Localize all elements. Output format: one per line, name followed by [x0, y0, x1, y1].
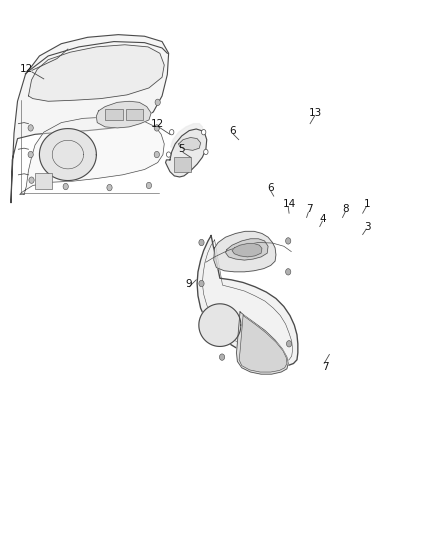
Circle shape: [204, 149, 208, 155]
Text: 6: 6: [267, 183, 274, 192]
Circle shape: [166, 152, 171, 157]
Polygon shape: [39, 128, 96, 181]
Circle shape: [286, 269, 291, 275]
Circle shape: [201, 130, 206, 135]
Polygon shape: [28, 45, 164, 101]
Text: 1: 1: [364, 199, 371, 208]
Polygon shape: [166, 129, 207, 177]
Text: 4: 4: [320, 214, 327, 223]
Polygon shape: [232, 244, 262, 257]
Polygon shape: [239, 316, 287, 372]
Polygon shape: [20, 117, 164, 195]
Bar: [35, 173, 52, 189]
Text: 6: 6: [229, 126, 236, 135]
Text: 12: 12: [151, 119, 164, 128]
Text: 9: 9: [185, 279, 192, 288]
Text: 7: 7: [321, 362, 328, 372]
Polygon shape: [214, 231, 276, 272]
Circle shape: [170, 130, 174, 135]
Bar: [174, 157, 191, 172]
Polygon shape: [197, 236, 298, 365]
Bar: [126, 109, 143, 120]
Circle shape: [154, 151, 159, 158]
Polygon shape: [96, 101, 151, 128]
Circle shape: [199, 280, 204, 287]
Circle shape: [29, 177, 34, 183]
Circle shape: [28, 151, 33, 158]
Circle shape: [155, 99, 160, 106]
Text: 7: 7: [306, 204, 313, 214]
Circle shape: [146, 182, 152, 189]
Circle shape: [199, 239, 204, 246]
Circle shape: [286, 341, 292, 347]
Text: 8: 8: [343, 204, 350, 214]
Polygon shape: [237, 312, 288, 374]
Circle shape: [28, 125, 33, 131]
Text: 13: 13: [309, 108, 322, 118]
Polygon shape: [226, 239, 268, 260]
Circle shape: [219, 354, 225, 360]
Bar: [105, 109, 123, 120]
Polygon shape: [179, 138, 201, 150]
Circle shape: [63, 183, 68, 190]
Polygon shape: [171, 124, 204, 150]
Circle shape: [286, 238, 291, 244]
Polygon shape: [11, 35, 169, 203]
Circle shape: [154, 125, 159, 131]
Text: 5: 5: [178, 144, 185, 154]
Text: 3: 3: [364, 222, 371, 231]
Text: 12: 12: [20, 64, 33, 74]
Polygon shape: [199, 304, 241, 346]
Text: 14: 14: [283, 199, 296, 208]
Circle shape: [107, 184, 112, 191]
